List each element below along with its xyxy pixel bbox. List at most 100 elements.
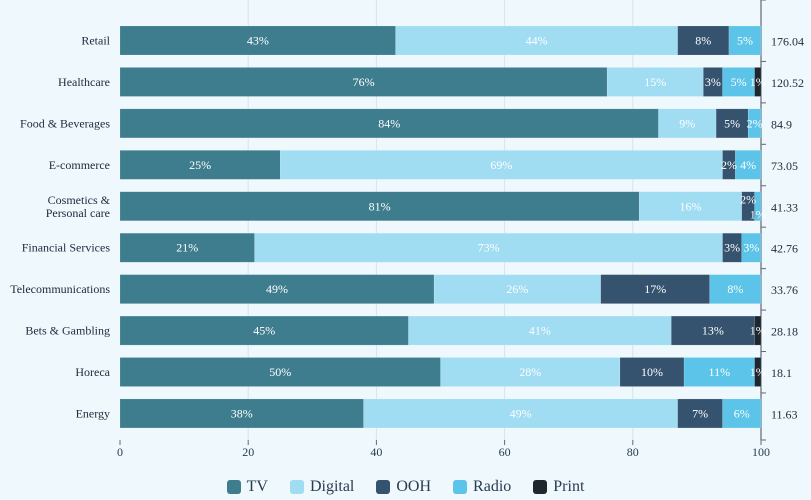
bar-segment-radio <box>709 274 762 304</box>
legend-item[interactable]: OOH <box>376 478 431 496</box>
bar-label: 21% <box>176 241 198 255</box>
total-label: 120.52 <box>771 76 804 90</box>
category-label: Bets & Gambling <box>25 324 110 338</box>
bar-segment-radio <box>747 108 762 139</box>
legend-item[interactable]: Print <box>533 478 584 496</box>
bar-label: 1% <box>750 324 766 338</box>
bar-row: 81% 16% 2%1% <box>119 191 766 222</box>
bar-segment-ooh <box>671 315 755 346</box>
bar-label: 5% <box>731 75 747 89</box>
bar-label: 1% <box>750 207 766 221</box>
bar-segment-radio <box>735 150 762 180</box>
bar-segment-digital <box>408 315 672 346</box>
bar-label: 41% <box>529 324 551 338</box>
bar-segment-print <box>754 315 762 346</box>
bar-label: 43% <box>247 34 269 48</box>
x-tick-label: 100 <box>752 445 770 459</box>
category-label: Personal care <box>46 206 110 220</box>
x-tick-label: 40 <box>370 445 382 459</box>
bar-label: 15% <box>644 75 666 89</box>
x-tick-label: 0 <box>117 445 123 459</box>
bar-label: 4% <box>740 158 756 172</box>
bar-label: 44% <box>526 34 548 48</box>
bar-label: 28% <box>519 365 541 379</box>
bar-label: 5% <box>737 34 753 48</box>
bar-row: 50% 28% 10% 11% 1% <box>119 357 766 387</box>
bar-segment-digital <box>606 67 704 97</box>
category-label: Telecommunications <box>10 282 110 296</box>
legend-swatch <box>533 480 548 494</box>
bar-label: 9% <box>679 116 695 130</box>
bar-label: 2% <box>747 116 763 130</box>
legend-label: OOH <box>396 478 432 495</box>
legend-label: Digital <box>309 478 355 495</box>
bar-segment-ooh <box>715 108 749 139</box>
bar-label: 2% <box>721 158 737 172</box>
bar-segment-radio <box>722 67 755 97</box>
legend-label: Print <box>553 478 585 495</box>
total-label: 84.9 <box>771 117 792 131</box>
bar-label: 3% <box>743 241 759 255</box>
bar-segment-ooh <box>677 398 723 429</box>
chart-svg: 0 20 40 60 80 100 43% 44% 8% 5% Retail 176.04 76% 15%… <box>10 0 804 459</box>
bar-segment-print <box>754 67 762 97</box>
legend-label: TV <box>246 478 268 495</box>
category-label: Food & Beverages <box>20 116 110 130</box>
bar-label: 76% <box>353 75 375 89</box>
bar-label: 8% <box>695 34 711 48</box>
legend-swatch <box>376 480 391 494</box>
legend-item[interactable]: TV <box>226 478 268 496</box>
bar-label: 13% <box>702 324 724 338</box>
bar-segment-print <box>754 357 762 387</box>
bar-label: 3% <box>705 75 721 89</box>
total-label: 33.76 <box>771 283 798 297</box>
bar-label: 38% <box>231 406 253 420</box>
bar-segment-digital <box>658 108 717 139</box>
bar-row: 21% 73% 3% 3% <box>119 232 762 263</box>
bar-label: 73% <box>478 241 500 255</box>
bar-segment-tv <box>119 398 364 429</box>
bar-row: 45% 41% 13% 1% <box>119 315 766 346</box>
bar-row: 84% 9% 5% 2% <box>119 108 763 139</box>
category-label: Horeca <box>75 365 110 379</box>
legend-item[interactable]: Digital <box>289 478 355 496</box>
bar-label: 81% <box>369 199 391 213</box>
bar-label: 7% <box>692 406 708 420</box>
total-label: 41.33 <box>771 200 798 214</box>
bar-label: 3% <box>724 241 740 255</box>
legend-swatch <box>453 480 468 494</box>
bar-label: 6% <box>734 406 750 420</box>
bar-label: 8% <box>727 282 743 296</box>
bar-label: 17% <box>644 282 666 296</box>
bar-segment-digital <box>638 191 743 222</box>
bar-row: 43% 44% 8% 5% <box>119 25 762 56</box>
category-label: Cosmetics & <box>48 193 111 207</box>
legend-item[interactable]: Radio <box>453 478 511 496</box>
category-label: Healthcare <box>58 75 110 89</box>
bar-segment-radio <box>754 191 762 222</box>
bar-segment-digital <box>440 357 621 387</box>
bar-label: 1% <box>750 365 766 379</box>
bar-row: 38% 49% 7% 6% <box>119 398 762 429</box>
bar-segment-tv <box>119 232 255 263</box>
category-label: E-commerce <box>49 158 110 172</box>
bar-label: 11% <box>709 365 731 379</box>
category-label: Retail <box>81 34 110 48</box>
bar-label: 49% <box>266 282 288 296</box>
bar-segment-radio <box>741 232 762 263</box>
legend-label: Radio <box>473 478 512 495</box>
bar-row: 25% 69% 2% 4% <box>119 150 762 180</box>
total-label: 176.04 <box>771 35 804 49</box>
bar-segment-tv <box>119 25 396 56</box>
x-tick-label: 80 <box>627 445 639 459</box>
bar-label: 45% <box>253 324 275 338</box>
bar-row: 76% 15% 3% 5% 1% <box>119 67 766 97</box>
bar-segment-tv <box>119 67 608 97</box>
bar-label: 50% <box>269 365 291 379</box>
x-tick-label: 60 <box>499 445 511 459</box>
bar-segment-ooh <box>677 25 730 56</box>
bar-segment-digital <box>280 150 723 180</box>
bar-segment-ooh <box>619 357 685 387</box>
total-label: 11.63 <box>771 407 798 421</box>
total-label: 28.18 <box>771 325 798 339</box>
